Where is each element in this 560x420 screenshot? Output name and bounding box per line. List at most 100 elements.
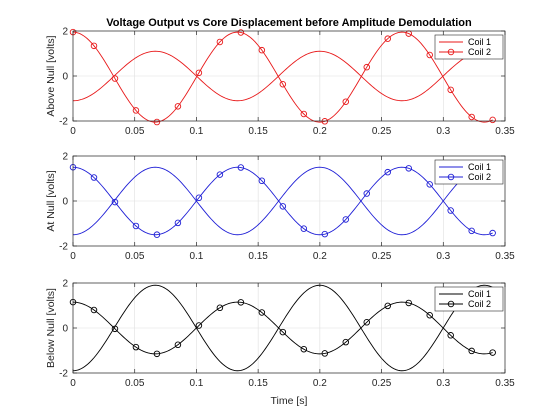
x-axis-label: Time [s] (271, 395, 308, 407)
legend-marker (447, 48, 455, 56)
legend-label: Coil 2 (468, 172, 491, 182)
data-marker (279, 328, 287, 336)
legend-label: Coil 1 (468, 37, 491, 47)
data-marker (237, 29, 245, 36)
data-marker (468, 113, 475, 121)
x-tick-label: 0 (70, 126, 76, 137)
legend-label: Coil 1 (468, 162, 491, 172)
x-tick-label: 0.35 (495, 251, 515, 262)
data-marker (132, 343, 140, 351)
data-marker (426, 181, 433, 188)
data-marker (237, 299, 245, 306)
data-marker (363, 63, 371, 71)
series-line-coil-2 (72, 166, 493, 236)
data-marker (363, 190, 371, 197)
data-marker (132, 107, 140, 114)
y-tick-label: 0 (62, 197, 68, 208)
figure-title: Voltage Output vs Core Displacement befo… (106, 17, 472, 29)
legend-marker (447, 173, 455, 181)
data-marker (216, 38, 224, 46)
y-tick-label: 2 (62, 27, 68, 38)
data-marker (258, 46, 266, 54)
data-marker (195, 194, 203, 202)
x-tick-label: 0.2 (313, 126, 327, 137)
data-marker (195, 322, 203, 329)
data-marker (216, 304, 224, 312)
data-marker (342, 338, 350, 346)
x-tick-label: 0.05 (125, 251, 145, 262)
x-tick-label: 0.05 (125, 378, 145, 389)
data-marker (258, 177, 266, 185)
x-tick-label: 0.3 (436, 378, 450, 389)
data-marker (384, 168, 391, 176)
data-marker (300, 225, 308, 232)
x-tick-label: 0.2 (313, 378, 327, 389)
data-marker (195, 69, 203, 77)
x-tick-label: 0 (70, 251, 76, 262)
data-marker (237, 164, 245, 171)
data-marker (447, 207, 454, 214)
legend-label: Coil 2 (468, 47, 491, 57)
y-axis-label: At Null [volts] (45, 170, 57, 231)
data-marker (447, 332, 454, 339)
x-tick-label: 0.3 (436, 126, 450, 137)
x-tick-label: 0.2 (313, 251, 327, 262)
data-marker (174, 219, 182, 227)
data-marker (90, 174, 98, 181)
data-marker (447, 86, 454, 94)
series-line-coil-2 (72, 301, 493, 355)
legend-label: Coil 1 (468, 289, 491, 299)
data-marker (300, 110, 308, 118)
x-tick-label: 0.1 (189, 126, 203, 137)
series-line-coil-1 (72, 166, 493, 236)
x-tick-label: 0 (70, 378, 76, 389)
data-marker (153, 350, 161, 358)
data-marker (153, 231, 161, 238)
data-marker (342, 98, 350, 105)
data-marker (426, 312, 433, 319)
data-marker (300, 345, 308, 353)
data-marker (384, 302, 391, 310)
data-marker (384, 35, 391, 42)
y-axis-label: Above Null [volts] (45, 35, 57, 116)
y-tick-label: -2 (59, 242, 68, 253)
legend-box (434, 159, 504, 185)
x-tick-label: 0.35 (495, 126, 515, 137)
data-marker (90, 42, 98, 50)
data-marker (405, 299, 412, 307)
data-marker (111, 75, 119, 82)
data-marker (174, 341, 182, 349)
data-marker (111, 198, 119, 206)
x-tick-label: 0.1 (189, 251, 203, 262)
data-marker (258, 309, 266, 316)
x-tick-label: 0.25 (372, 251, 392, 262)
x-tick-label: 0.3 (436, 251, 450, 262)
y-tick-label: 0 (62, 324, 68, 335)
x-tick-label: 0.25 (372, 126, 392, 137)
x-tick-label: 0.35 (495, 378, 515, 389)
data-marker (216, 171, 224, 178)
legend-label: Coil 2 (468, 299, 491, 309)
data-marker (279, 203, 287, 210)
series-line-coil-2 (72, 31, 493, 123)
data-marker (468, 227, 475, 235)
data-marker (363, 319, 371, 326)
y-tick-label: -2 (59, 369, 68, 380)
x-tick-label: 0.25 (372, 378, 392, 389)
data-marker (405, 165, 412, 172)
x-tick-label: 0.15 (248, 126, 268, 137)
y-axis-label: Below Null [volts] (45, 288, 57, 368)
data-marker (489, 116, 496, 124)
legend-box (434, 34, 504, 60)
x-tick-label: 0.15 (248, 378, 268, 389)
data-marker (426, 51, 433, 59)
data-marker (321, 350, 329, 357)
